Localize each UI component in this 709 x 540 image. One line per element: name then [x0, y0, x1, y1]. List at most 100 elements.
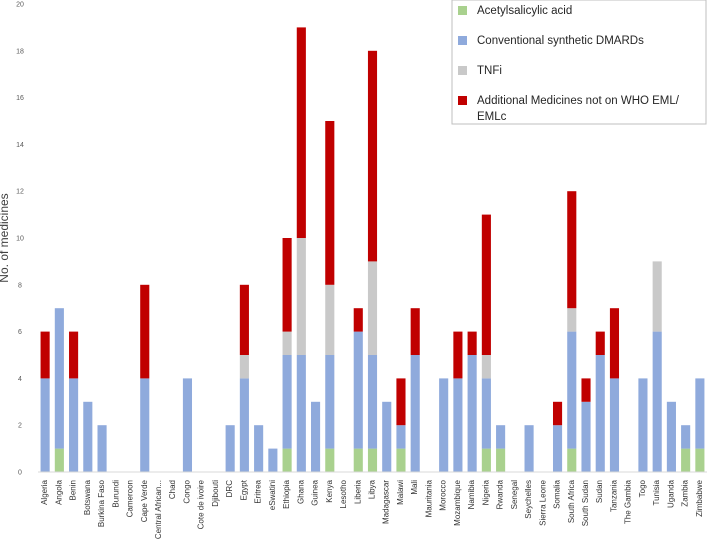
- bar-segment: [552, 401, 563, 426]
- x-category-label: South Sudan: [581, 480, 590, 526]
- x-category-label: Egypt: [239, 479, 248, 500]
- bar-segment: [296, 238, 306, 355]
- y-tick-label: 2: [18, 423, 22, 430]
- bar-segment: [282, 355, 292, 449]
- bar-segment: [40, 331, 50, 379]
- bar-segment: [681, 448, 691, 472]
- bar-segment: [254, 425, 264, 472]
- x-category-label: DRC: [225, 480, 234, 498]
- x-category-label: Tunisia: [652, 479, 661, 505]
- x-category-label: Zambia: [681, 479, 690, 506]
- x-category-label: Botswana: [83, 479, 92, 515]
- bar-segment: [496, 425, 506, 449]
- bar-segment: [282, 331, 292, 355]
- x-category-label: Tanzania: [609, 479, 618, 512]
- y-tick-label: 12: [16, 189, 24, 196]
- legend-label: Conventional synthetic DMARDs: [477, 35, 644, 47]
- bar-segment: [353, 331, 363, 449]
- bar-segment: [182, 378, 193, 472]
- bar-segment: [225, 425, 235, 472]
- x-category-label: Ethiopia: [282, 479, 291, 508]
- y-tick-label: 10: [16, 236, 24, 243]
- x-category-label: Cape Verde: [140, 479, 149, 522]
- legend-label: Additional Medicines not on WHO EML/EMLc: [477, 95, 680, 123]
- x-category-label: Seychelles: [524, 480, 533, 519]
- x-category-label: Kenya: [325, 479, 334, 502]
- bar-segment: [681, 425, 691, 449]
- y-tick-label: 16: [16, 95, 24, 102]
- bar-segment: [382, 401, 392, 472]
- x-category-label: Zimbabwe: [695, 479, 704, 516]
- x-category-label: Central African...: [154, 480, 163, 539]
- x-category-label: Djibouti: [211, 480, 220, 507]
- bar-segment: [595, 331, 605, 355]
- bar-segment: [481, 378, 491, 449]
- bar-segment: [581, 401, 591, 472]
- bar-segment: [54, 448, 64, 472]
- x-category-label: Nigeria: [481, 479, 490, 505]
- bar-segment: [296, 355, 306, 472]
- x-category-label: Togo: [638, 479, 647, 497]
- x-category-label: South Africa: [567, 479, 576, 523]
- x-category-label: Burundi: [111, 480, 120, 508]
- bar-segment: [609, 308, 620, 379]
- y-tick-label: 0: [18, 470, 22, 477]
- y-tick-label: 4: [18, 376, 22, 383]
- bar-segment: [282, 238, 292, 332]
- x-category-label: Chad: [168, 480, 177, 499]
- x-category-label: Sudan: [595, 480, 604, 503]
- y-tick-label: 6: [18, 329, 22, 336]
- bar-segment: [325, 355, 335, 449]
- bar-segment: [367, 50, 378, 262]
- x-category-label: eSwatini: [268, 480, 277, 510]
- bar-segment: [239, 355, 249, 379]
- bar-segment: [567, 448, 577, 472]
- y-tick-label: 18: [16, 48, 24, 55]
- legend-label: TNFi: [477, 65, 502, 77]
- x-category-label: Malawi: [396, 480, 405, 505]
- bar-segment: [567, 308, 577, 332]
- bar-segment: [496, 448, 506, 472]
- x-category-label: Somalia: [553, 479, 562, 508]
- bar-segment: [311, 401, 321, 472]
- bar-segment: [481, 214, 491, 355]
- bar-segment: [595, 355, 605, 472]
- bar-segment: [481, 448, 491, 472]
- x-category-label: Madagascar: [382, 480, 391, 524]
- x-category-label: Libya: [368, 479, 377, 499]
- bar-segment: [367, 261, 378, 355]
- bar-segment: [239, 378, 249, 472]
- x-category-label: Burkina Faso: [97, 479, 106, 527]
- bar-segment: [439, 378, 449, 472]
- x-category-label: Cote de ivoire: [197, 479, 206, 529]
- bar-segment: [325, 448, 335, 472]
- bar-segment: [652, 261, 662, 332]
- x-category-label: Eritrea: [254, 479, 263, 503]
- bar-segment: [282, 448, 292, 472]
- bar-segment: [353, 448, 363, 472]
- bar-segment: [467, 355, 477, 472]
- bar-segment: [296, 27, 306, 239]
- bar-segment: [567, 331, 577, 449]
- bar-segment: [69, 331, 79, 379]
- bar-segment: [367, 355, 378, 449]
- legend-swatch: [458, 6, 467, 15]
- x-category-label: Congo: [182, 479, 191, 503]
- bar-segment: [609, 378, 620, 472]
- bar-segment: [467, 331, 477, 355]
- x-category-label: Uganda: [666, 479, 675, 508]
- x-category-label: Mozambique: [453, 479, 462, 525]
- x-category-label: Senegal: [510, 480, 519, 510]
- legend-box: [451, 0, 707, 125]
- x-category-label: Ghana: [296, 479, 305, 504]
- bar-segment: [666, 401, 676, 472]
- bar-segment: [353, 308, 363, 332]
- bar-segment: [524, 425, 534, 472]
- bar-segment: [410, 355, 420, 472]
- bar-segment: [410, 308, 420, 355]
- legend-label: Acetylsalicylic acid: [477, 5, 572, 17]
- bar-segment: [83, 401, 93, 472]
- bar-segment: [453, 331, 463, 379]
- x-category-label: Algeria: [40, 479, 49, 504]
